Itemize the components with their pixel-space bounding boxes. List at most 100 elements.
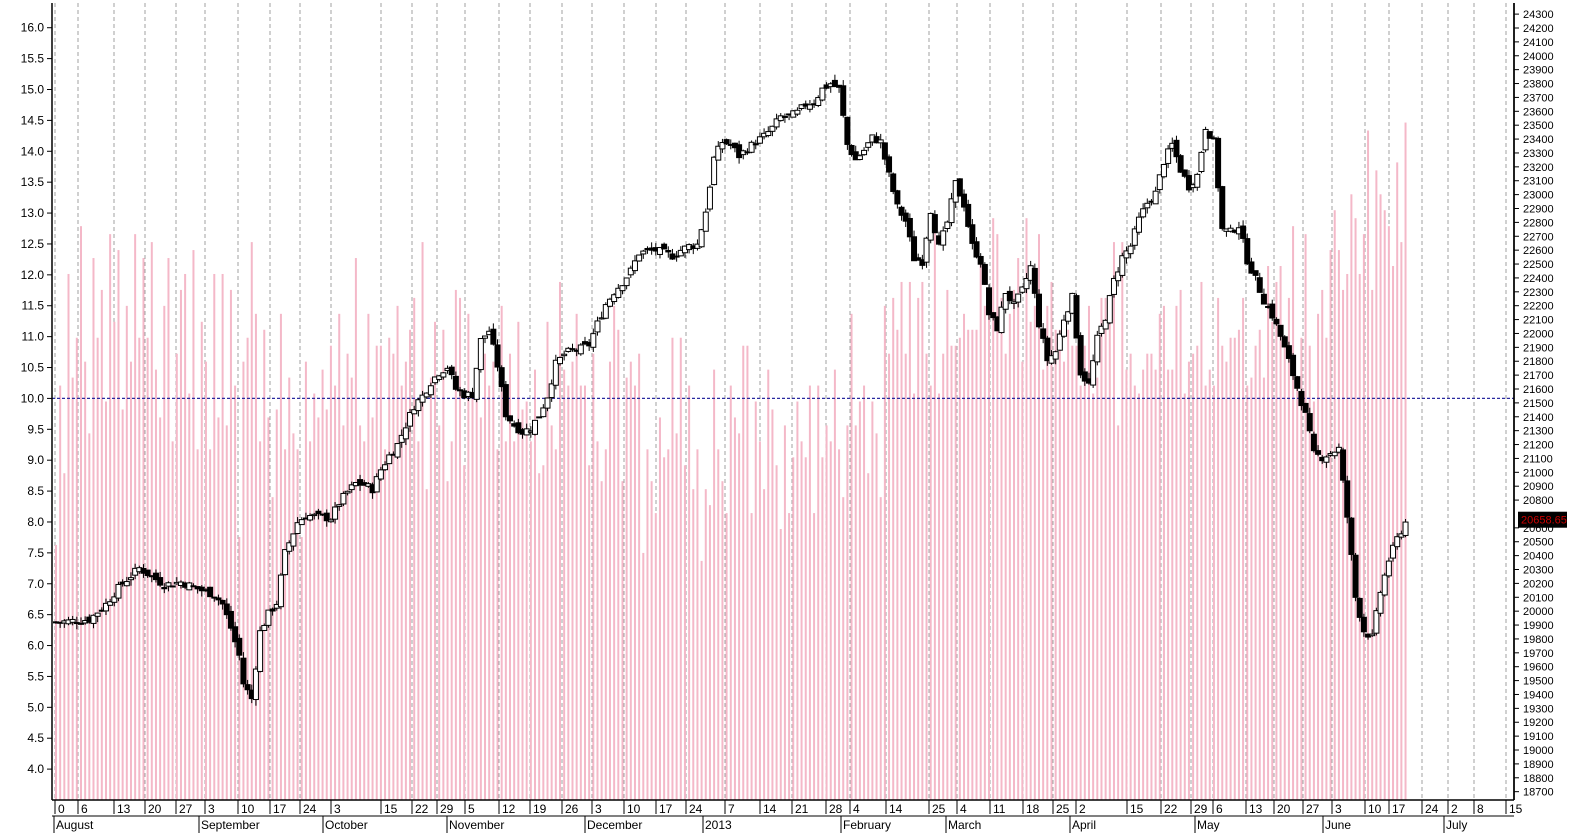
volume-bar [1333,210,1336,801]
volume-bar [184,273,187,801]
volume-bar [650,481,653,800]
last-price-tag: 20658.65 [1518,511,1567,528]
volume-bar [500,305,503,800]
candle-body [1373,610,1380,634]
candle-body [765,131,772,137]
left-tick-label: 13.0 [21,206,45,220]
volume-bar [1254,345,1257,800]
volume-bar [863,385,866,800]
volume-bar [171,441,174,800]
candle-body [244,684,251,691]
volume-bar [871,401,874,800]
volume-bar [159,417,162,800]
candle-body [1315,450,1322,455]
volume-bar [1112,242,1115,801]
right-tick-label: 23800 [1523,79,1554,91]
right-tick-label: 24100 [1523,37,1554,49]
candle-body [402,427,409,440]
right-tick-label: 20200 [1523,578,1554,590]
candle-body [327,519,334,523]
volume-bar [704,489,707,800]
volume-bar [625,377,628,800]
candle-body [1031,267,1038,294]
candle-body [915,257,922,261]
volume-bar [1262,377,1265,800]
volume-bar [396,305,399,800]
right-tick-label: 21600 [1523,384,1554,396]
candle-body [773,118,780,128]
plot-frame [51,3,1569,801]
candle-body [861,149,868,156]
volume-bar [1396,162,1399,800]
volume-bar [229,289,232,800]
candle-body [702,211,709,232]
candle-body [1244,238,1251,265]
volume-bar [484,353,487,800]
x-tick-label: 29 [440,802,454,816]
candle-body [1073,295,1080,339]
month-label: July [1446,818,1467,832]
candle-body [161,587,168,590]
right-tick-label: 18900 [1523,759,1554,771]
candle-body [715,145,722,161]
x-tick-label: 15 [384,802,398,816]
volume-bar [163,305,166,800]
right-tick-label: 23400 [1523,134,1554,146]
volume-bar [279,313,282,800]
candle-body [781,115,788,118]
x-tick-label: 2 [1451,802,1458,816]
right-tick-label: 23900 [1523,65,1554,77]
volume-bar [633,385,636,800]
candle-body [394,443,401,458]
volume-bar [683,465,686,800]
volume-bar [238,536,241,800]
volume-bar [613,305,616,800]
volume-bar [800,441,803,800]
candle-body [640,250,647,255]
candle-body [377,469,384,480]
candle-body [419,394,426,403]
volume-bar [563,369,566,800]
volume-bar [854,425,857,800]
volume-bar [817,385,820,800]
candle-body [257,630,264,672]
volume-bar [538,473,541,800]
volume-bar [1312,401,1315,800]
volume-bar [1387,226,1390,800]
volume-bar [534,369,537,800]
right-tick-label: 21100 [1523,453,1553,465]
candle-body [152,572,159,581]
candle-body [407,411,414,427]
volume-bar [617,329,620,800]
volume-bar [1192,353,1195,800]
volume-bar [1342,289,1345,800]
volume-bar [983,305,986,800]
volume-bar [234,385,237,800]
candle-body [1306,413,1313,432]
volume-bar [1371,289,1374,800]
x-tick-label: 22 [1164,802,1178,816]
candle-body [290,533,297,547]
volume-bar [513,441,516,800]
volume-bar [1283,337,1286,800]
volume-bar [200,321,203,800]
right-tick-label: 21300 [1523,426,1554,438]
right-tick-label: 21700 [1523,370,1554,382]
candle-body [998,306,1005,334]
candle-body [1252,270,1259,276]
candle-body [856,155,863,160]
right-tick-label: 23500 [1523,120,1554,132]
volume-bar [429,377,432,800]
candle-body [977,255,984,265]
volume-bar [67,273,70,801]
volume-bar [1142,369,1145,800]
volume-bar [967,329,970,800]
candle-body [1377,591,1384,614]
x-tick-label: 21 [795,802,809,816]
volume-bar [750,513,753,800]
candle-body [1035,293,1042,328]
volume-bar [150,242,153,801]
candle-body [1135,216,1142,233]
volume-bar [938,393,941,800]
volume-bar [829,441,832,800]
